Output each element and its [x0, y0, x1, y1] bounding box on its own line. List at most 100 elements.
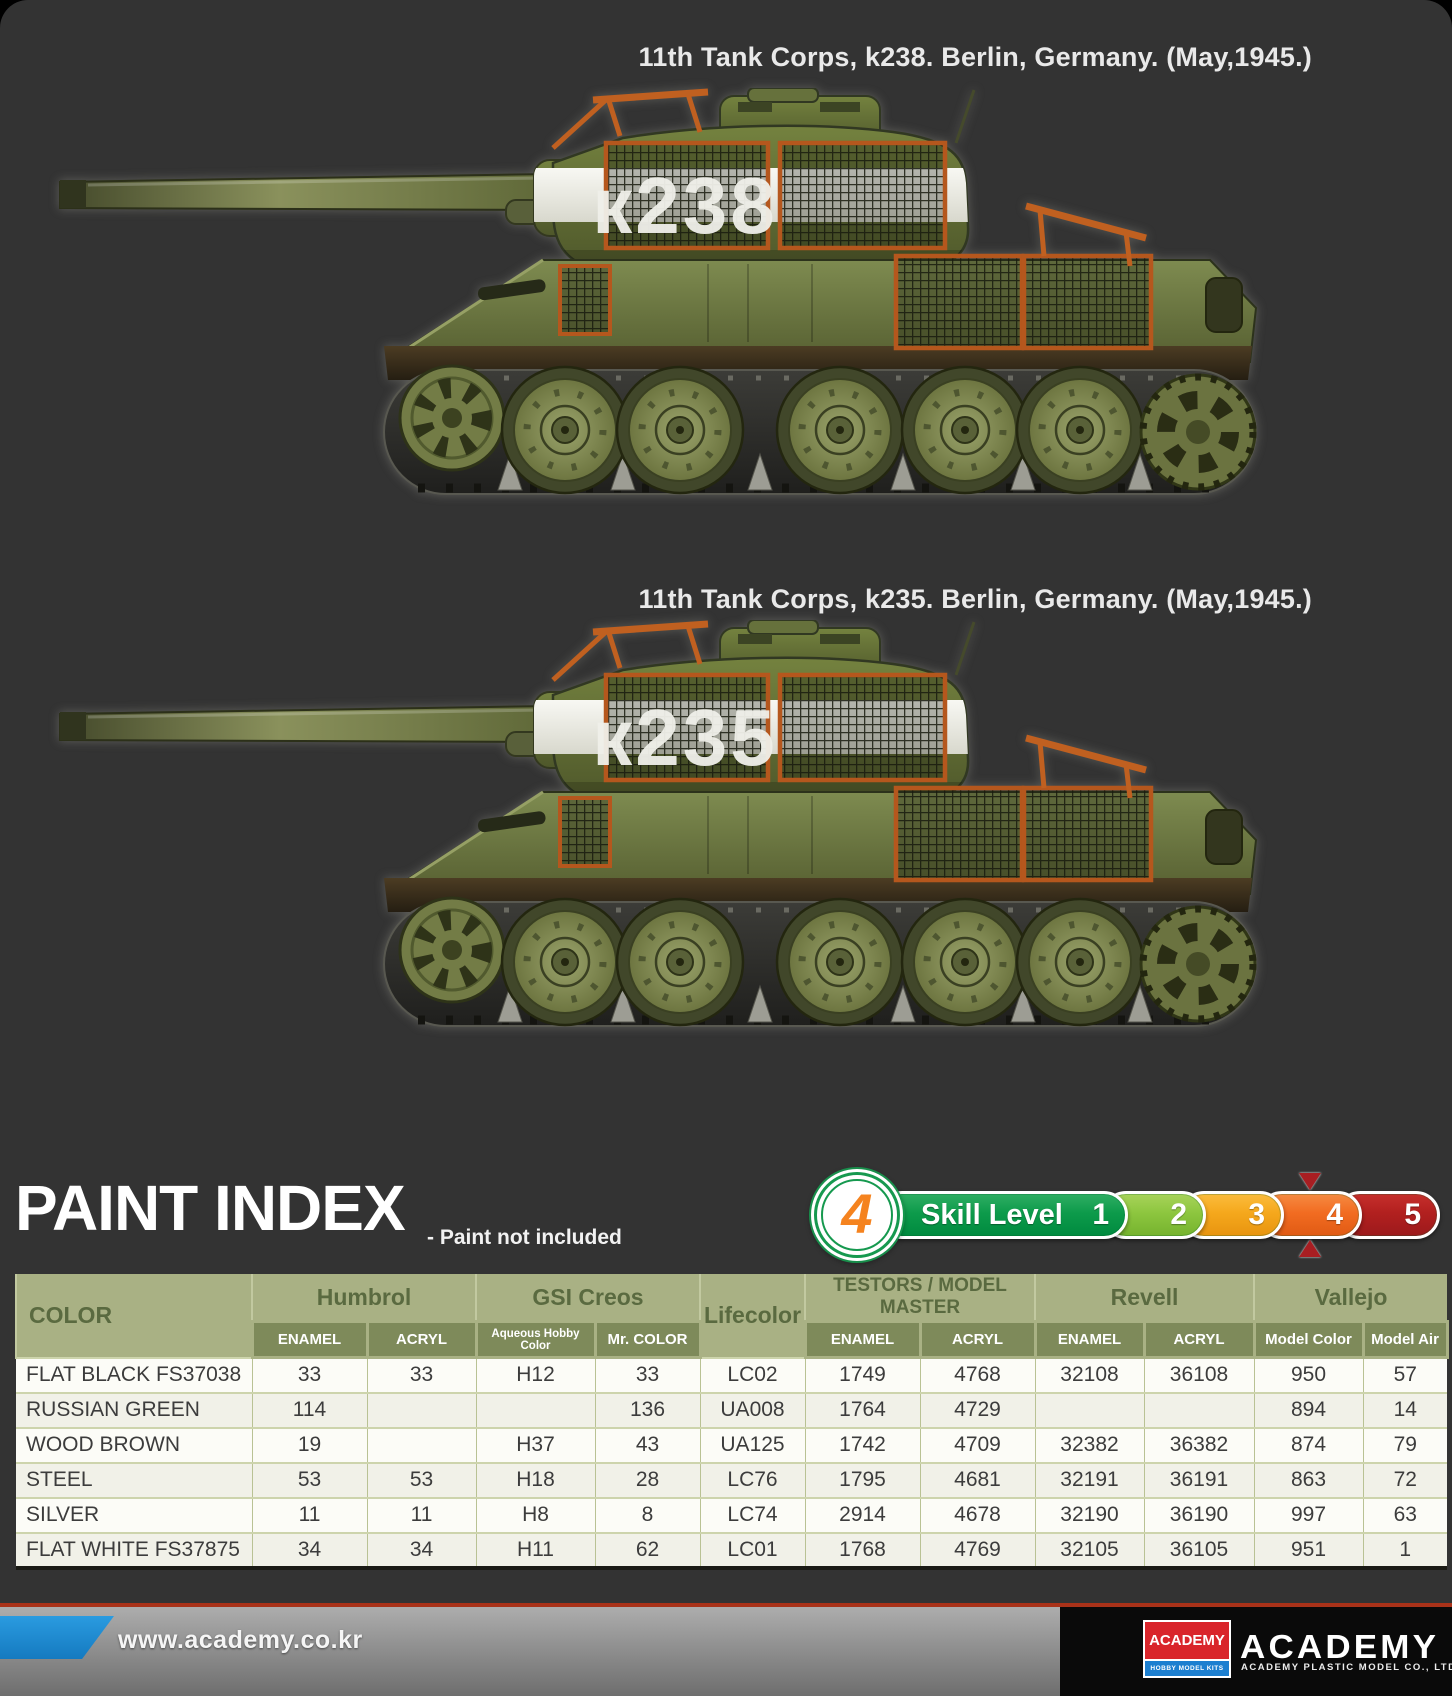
paint-code-cell: 1795: [804, 1461, 920, 1498]
table-row: RUSSIAN GREEN 114 136 UA008 1764 4729 894 14: [16, 1391, 1448, 1428]
paint-not-included-note: - Paint not included: [427, 1226, 622, 1249]
skill-level-label: Skill Level: [921, 1198, 1063, 1231]
table-row: FLAT WHITE FS37875 34 34 H11 62 LC01 1768 4769 3…: [16, 1531, 1448, 1568]
sub-header-humbrol-enamel: ENAMEL: [250, 1320, 369, 1359]
paint-code-cell: 114: [251, 1391, 367, 1428]
skill-segment-1: Skill Level 1: [878, 1191, 1128, 1239]
paint-code-cell: 863: [1253, 1461, 1364, 1498]
paint-code-cell: 36382: [1143, 1426, 1255, 1463]
paint-code-cell: 951: [1253, 1531, 1364, 1568]
paint-code-cell: 36190: [1143, 1496, 1255, 1533]
paint-code-cell: 2914: [804, 1496, 920, 1533]
table-group-header-row: COLOR Humbrol GSI Creos Lifecolor TESTOR…: [15, 1274, 1448, 1358]
paint-code-cell: [475, 1391, 595, 1428]
paint-code-cell: LC01: [699, 1531, 805, 1568]
paint-color-name: STEEL: [16, 1461, 252, 1498]
paint-code-cell: 950: [1253, 1356, 1364, 1393]
paint-code-cell: H12: [475, 1356, 595, 1393]
paint-code-cell: 32105: [1034, 1531, 1144, 1568]
company-name: ACADEMY PLASTIC MODEL CO., LTD.: [1241, 1662, 1452, 1673]
paint-color-name: WOOD BROWN: [16, 1426, 252, 1463]
paint-code-cell: 43: [594, 1426, 700, 1463]
sub-header-model-air: Model Air: [1361, 1320, 1449, 1359]
paint-code-cell: 63: [1362, 1496, 1448, 1533]
paint-code-cell: 33: [251, 1356, 367, 1393]
turret-number-1: к238: [592, 161, 778, 250]
sub-header-mr-color: Mr. COLOR: [593, 1320, 702, 1359]
paint-code-cell: 11: [251, 1496, 367, 1533]
paint-code-cell: 33: [594, 1356, 700, 1393]
paint-code-cell: 136: [594, 1391, 700, 1428]
paint-code-cell: 4769: [919, 1531, 1035, 1568]
skill-level-2: 2: [1170, 1198, 1187, 1231]
sub-header-revell-acryl: ACRYL: [1142, 1320, 1256, 1359]
academy-wordmark: ACADEMY: [1240, 1628, 1440, 1665]
paint-code-cell: LC02: [699, 1356, 805, 1393]
paint-code-cell: 8: [594, 1496, 700, 1533]
profile-caption-2: 11th Tank Corps, k235. Berlin, Germany. …: [638, 584, 1312, 614]
brand-header-gsi-creos: GSI Creos: [475, 1274, 700, 1322]
paint-code-cell: 4681: [919, 1461, 1035, 1498]
paint-code-cell: 36191: [1143, 1461, 1255, 1498]
academy-badge-logo: ACADEMY HOBBY MODEL KITS: [1143, 1620, 1231, 1678]
table-row: STEEL 53 53 H18 28 LC76 1795 4681 32191 36191 863 7…: [16, 1461, 1448, 1498]
brand-header-lifecolor: Lifecolor: [699, 1274, 805, 1358]
skill-marker-down-icon: [1299, 1173, 1321, 1190]
paint-code-cell: 4729: [919, 1391, 1035, 1428]
tank-illustration-k235: к235: [48, 620, 1258, 1030]
paint-code-cell: UA125: [699, 1426, 805, 1463]
brand-header-testors: TESTORS / MODEL MASTER: [804, 1274, 1035, 1322]
paint-code-cell: 1764: [804, 1391, 920, 1428]
paint-index-title: PAINT INDEX: [15, 1172, 406, 1244]
skill-level-current: 4: [841, 1181, 873, 1245]
paint-code-cell: 32108: [1034, 1356, 1144, 1393]
brand-header-vallejo: Vallejo: [1253, 1274, 1448, 1322]
footer-red-rule: [0, 1603, 1452, 1607]
paint-index-table: COLOR Humbrol GSI Creos Lifecolor TESTOR…: [15, 1274, 1449, 1570]
paint-code-cell: H18: [475, 1461, 595, 1498]
skill-level-indicator: Skill Level 1 2 3 4 5 4: [806, 1170, 1446, 1260]
paint-code-cell: 32382: [1034, 1426, 1144, 1463]
footer-logo-panel: [1060, 1607, 1452, 1696]
brand-header-revell: Revell: [1033, 1274, 1255, 1322]
paint-color-name: RUSSIAN GREEN: [16, 1391, 252, 1428]
turret-number-2: к235: [592, 693, 778, 782]
brand-header-humbrol: Humbrol: [251, 1274, 476, 1322]
paint-code-cell: 53: [366, 1461, 476, 1498]
skill-marker-up-icon: [1299, 1240, 1321, 1257]
paint-code-cell: 62: [594, 1531, 700, 1568]
paint-color-name: FLAT WHITE FS37875: [16, 1531, 252, 1568]
sub-header-humbrol-acryl: ACRYL: [365, 1320, 478, 1359]
paint-code-cell: LC76: [699, 1461, 805, 1498]
skill-level-bar: Skill Level 1 2 3 4 5: [878, 1173, 1440, 1257]
paint-code-cell: 4768: [919, 1356, 1035, 1393]
paint-code-cell: 4709: [919, 1426, 1035, 1463]
paint-table-body: FLAT BLACK FS37038 33 33 H12 33 LC02 1749 4768 3…: [16, 1356, 1448, 1568]
paint-code-cell: 1: [1362, 1531, 1448, 1568]
column-header-color: COLOR: [15, 1274, 252, 1358]
paint-code-cell: 36105: [1143, 1531, 1255, 1568]
tank-illustration-k238: к238: [48, 88, 1258, 498]
paint-code-cell: [366, 1426, 476, 1463]
profile-caption-1: 11th Tank Corps, k238. Berlin, Germany. …: [638, 42, 1312, 72]
academy-badge-top: ACADEMY: [1145, 1622, 1229, 1659]
paint-code-cell: [1034, 1391, 1144, 1428]
skill-level-3: 3: [1248, 1198, 1265, 1231]
paint-code-cell: 36108: [1143, 1356, 1255, 1393]
skill-level-1: 1: [1092, 1198, 1109, 1231]
skill-level-badge: 4: [814, 1172, 900, 1258]
paint-code-cell: 19: [251, 1426, 367, 1463]
table-row: WOOD BROWN 19 H37 43 UA125 1742 4709 32382 36382…: [16, 1426, 1448, 1463]
paint-code-cell: 32190: [1034, 1496, 1144, 1533]
paint-color-name: FLAT BLACK FS37038: [16, 1356, 252, 1393]
paint-code-cell: UA008: [699, 1391, 805, 1428]
sub-header-testors-enamel: ENAMEL: [803, 1320, 922, 1359]
paint-code-cell: [366, 1391, 476, 1428]
sub-header-aqueous: Aqueous Hobby Color: [474, 1320, 597, 1359]
table-row: FLAT BLACK FS37038 33 33 H12 33 LC02 1749 4768 3…: [16, 1356, 1448, 1393]
paint-code-cell: H8: [475, 1496, 595, 1533]
paint-code-cell: 79: [1362, 1426, 1448, 1463]
paint-code-cell: 11: [366, 1496, 476, 1533]
table-row: SILVER 11 11 H8 8 LC74 2914 4678 32190 36190 997 63: [16, 1496, 1448, 1533]
